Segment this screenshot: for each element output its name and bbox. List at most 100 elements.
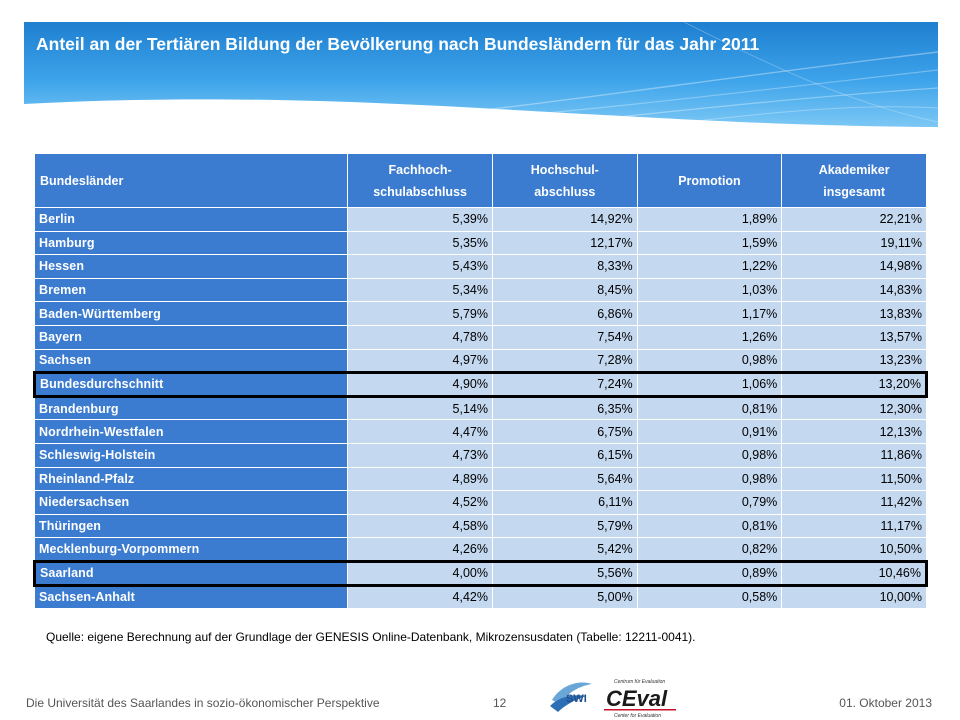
state-name-cell: Bundesdurchschnitt <box>32 371 349 398</box>
value-cell: 7,54% <box>491 324 638 350</box>
state-name-cell: Hessen <box>33 254 349 279</box>
value-cell: 6,35% <box>491 395 638 421</box>
column-header-bundeslaender: Bundesländer <box>33 153 349 208</box>
value-cell: 5,42% <box>491 537 638 562</box>
value-cell: 12,13% <box>781 419 927 444</box>
value-cell: 5,64% <box>491 466 638 492</box>
value-cell: 11,42% <box>781 490 927 515</box>
table-row: Baden-Württemberg 5,79% 6,86% 1,17% 13,83% <box>33 301 927 326</box>
state-name-cell: Bremen <box>33 277 349 303</box>
value-cell: 6,15% <box>491 442 638 468</box>
value-cell: 10,00% <box>781 584 927 610</box>
value-cell: 22,21% <box>781 207 927 232</box>
table-row: Hamburg 5,35% 12,17% 1,59% 19,11% <box>33 230 927 256</box>
value-cell: 5,56% <box>491 559 638 587</box>
page-number: 12 <box>493 696 507 710</box>
source-note: Quelle: eigene Berechnung auf der Grundl… <box>46 630 696 644</box>
state-name-cell: Brandenburg <box>33 395 349 421</box>
value-cell: 4,78% <box>347 324 493 350</box>
column-header-promotion: Promotion <box>636 153 783 208</box>
state-name-cell: Saarland <box>32 559 349 587</box>
table-row: Mecklenburg-Vorpommern 4,26% 5,42% 0,82% 10,… <box>33 537 927 562</box>
state-name-cell: Hamburg <box>33 230 349 256</box>
value-cell: 10,50% <box>781 537 927 562</box>
state-name-cell: Sachsen <box>33 348 349 374</box>
value-cell: 1,89% <box>636 207 783 232</box>
state-name-cell: Sachsen-Anhalt <box>33 584 349 610</box>
value-cell: 0,98% <box>636 466 783 492</box>
value-cell: 1,22% <box>636 254 783 279</box>
value-cell: 5,79% <box>347 301 493 326</box>
value-cell: 7,28% <box>491 348 638 374</box>
value-cell: 4,58% <box>347 513 493 539</box>
page-title: Anteil an der Tertiären Bildung der Bevö… <box>36 34 760 54</box>
value-cell: 11,50% <box>781 466 927 492</box>
data-table: Bundesländer Fachhoch-schulabschluss Hoc… <box>32 153 928 610</box>
value-cell: 8,33% <box>491 254 638 279</box>
value-cell: 0,98% <box>636 442 783 468</box>
value-cell: 14,83% <box>781 277 927 303</box>
value-cell: 10,46% <box>781 559 928 587</box>
column-header-akademiker-insgesamt: Akademiker insgesamt <box>781 153 927 208</box>
value-cell: 4,97% <box>347 348 493 374</box>
value-cell: 13,20% <box>781 371 928 398</box>
value-cell: 0,89% <box>636 559 783 587</box>
table-row: Thüringen 4,58% 5,79% 0,81% 11,17% <box>33 513 927 539</box>
ceval-logo: Centrum für Evaluation CEval Center for … <box>604 675 676 720</box>
value-cell: 1,59% <box>636 230 783 256</box>
value-cell: 1,06% <box>636 371 783 398</box>
value-cell: 13,57% <box>781 324 927 350</box>
value-cell: 0,81% <box>636 513 783 539</box>
value-cell: 14,92% <box>491 207 638 232</box>
state-name-cell: Rheinland-Pfalz <box>33 466 349 492</box>
table-row: Brandenburg 5,14% 6,35% 0,81% 12,30% <box>33 395 927 421</box>
value-cell: 5,79% <box>491 513 638 539</box>
ceval-top-text: Centrum für Evaluation <box>614 679 665 685</box>
value-cell: 0,79% <box>636 490 783 515</box>
value-cell: 8,45% <box>491 277 638 303</box>
value-cell: 0,98% <box>636 348 783 374</box>
value-cell: 0,82% <box>636 537 783 562</box>
value-cell: 4,90% <box>347 371 493 398</box>
column-header-fachhochschulabschluss: Fachhoch-schulabschluss <box>347 153 493 208</box>
value-cell: 4,26% <box>347 537 493 562</box>
value-cell: 19,11% <box>781 230 927 256</box>
value-cell: 4,73% <box>347 442 493 468</box>
banner-wave-shape <box>24 22 938 127</box>
state-name-cell: Bayern <box>33 324 349 350</box>
value-cell: 4,42% <box>347 584 493 610</box>
table-row: Schleswig-Holstein 4,73% 6,15% 0,98% 11,86% <box>33 442 927 468</box>
value-cell: 0,81% <box>636 395 783 421</box>
value-cell: 4,89% <box>347 466 493 492</box>
value-cell: 4,00% <box>347 559 493 587</box>
value-cell: 1,03% <box>636 277 783 303</box>
value-cell: 0,58% <box>636 584 783 610</box>
table-row: Sachsen 4,97% 7,28% 0,98% 13,23% <box>33 348 927 374</box>
value-cell: 1,17% <box>636 301 783 326</box>
table-row: Nordrhein-Westfalen 4,47% 6,75% 0,91% 12,13% <box>33 419 927 444</box>
ceval-bottom-text: Center for Evaluation <box>614 713 661 719</box>
table-row: Bremen 5,34% 8,45% 1,03% 14,83% <box>33 277 927 303</box>
swi-logo: SWI <box>550 682 592 712</box>
table-row: Bayern 4,78% 7,54% 1,26% 13,57% <box>33 324 927 350</box>
title-banner: Anteil an der Tertiären Bildung der Bevö… <box>24 22 938 127</box>
state-name-cell: Baden-Württemberg <box>33 301 349 326</box>
value-cell: 0,91% <box>636 419 783 444</box>
table-row: Berlin 5,39% 14,92% 1,89% 22,21% <box>33 207 927 232</box>
table-row: Niedersachsen 4,52% 6,11% 0,79% 11,42% <box>33 490 927 515</box>
value-cell: 12,17% <box>491 230 638 256</box>
state-name-cell: Mecklenburg-Vorpommern <box>33 537 349 562</box>
value-cell: 5,34% <box>347 277 493 303</box>
footer-date: 01. Oktober 2013 <box>839 696 932 710</box>
table-row: Hessen 5,43% 8,33% 1,22% 14,98% <box>33 254 927 279</box>
table-row: Rheinland-Pfalz 4,89% 5,64% 0,98% 11,50% <box>33 466 927 492</box>
state-name-cell: Nordrhein-Westfalen <box>33 419 349 444</box>
value-cell: 5,43% <box>347 254 493 279</box>
value-cell: 14,98% <box>781 254 927 279</box>
value-cell: 7,24% <box>491 371 638 398</box>
value-cell: 5,39% <box>347 207 493 232</box>
value-cell: 11,86% <box>781 442 927 468</box>
value-cell: 5,00% <box>491 584 638 610</box>
state-name-cell: Schleswig-Holstein <box>33 442 349 468</box>
swi-logo-text: SWI <box>566 693 587 705</box>
